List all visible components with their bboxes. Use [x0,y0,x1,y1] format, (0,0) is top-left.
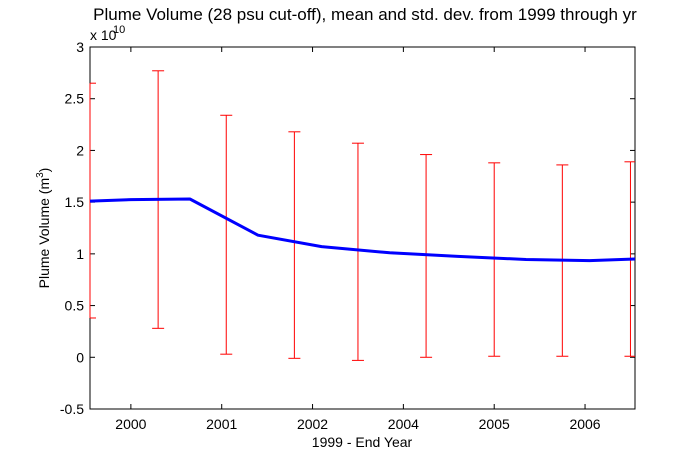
x-tick-label: 2002 [297,416,328,432]
y-axis-label-sup: 3 [35,172,46,178]
exponent-base: x 10 [90,27,117,43]
plot-area [89,46,636,410]
x-tick-label: 2001 [206,416,237,432]
x-axis: 2000 2001 2002 2004 2005 2006 [115,47,601,432]
y-axis-label-main: Plume Volume (m [36,178,52,288]
y-tick-label: -0.5 [60,401,84,417]
chart-title: Plume Volume (28 psu cut-off), mean and … [93,5,637,24]
y-axis-exponent: x 10 10 [90,24,125,43]
x-tick-label: 2004 [388,416,419,432]
y-tick-label: 3 [76,39,84,55]
y-tick-label: 1.5 [65,194,85,210]
y-tick-label: 0 [76,349,84,365]
series-line [89,197,636,263]
x-tick-label: 2006 [569,416,600,432]
y-tick-label: 2 [76,142,84,158]
x-axis-label: 1999 - End Year [312,434,413,450]
y-axis-label: Plume Volume (m3) [35,168,52,289]
y-axis-label-close: ) [36,168,52,173]
y-tick-label: 1 [76,246,84,262]
y-tick-label: 2.5 [65,91,85,107]
mean-line-path [89,197,636,263]
y-axis: -0.5 0 0.5 1 1.5 2 2.5 3 [60,39,635,417]
x-tick-label: 2005 [479,416,510,432]
exponent-power: 10 [113,24,125,36]
y-tick-label: 0.5 [65,298,85,314]
y-axis-label-group: Plume Volume (m3) [35,168,52,289]
x-tick-label: 2000 [115,416,146,432]
